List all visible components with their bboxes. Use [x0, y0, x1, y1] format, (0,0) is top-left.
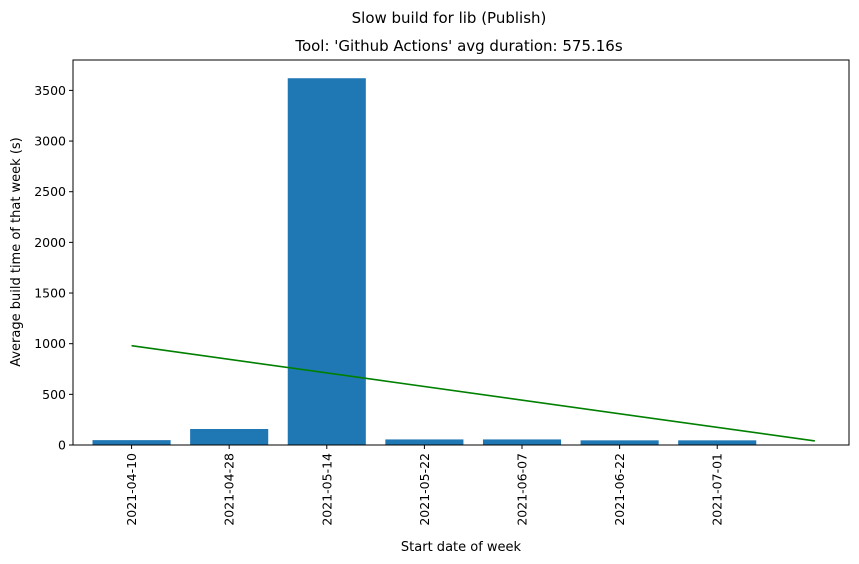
bar-2021-04-28	[190, 428, 269, 445]
chart-title: Tool: 'Github Actions' avg duration: 575…	[294, 37, 623, 55]
bar-2021-06-07	[482, 439, 562, 445]
x-axis: 2021-04-10 2021-04-28 2021-05-14 2021-05-22…	[124, 445, 725, 526]
y-tick-label-3500: 3500	[34, 83, 66, 98]
bar-2021-05-14	[287, 78, 366, 445]
y-tick-label-2000: 2000	[34, 235, 66, 250]
x-tick-label-2021-04-28: 2021-04-28	[222, 453, 237, 526]
bars-group	[92, 78, 757, 445]
x-tick-label-2021-05-14: 2021-05-14	[319, 453, 334, 526]
bar-2021-06-22	[580, 440, 659, 445]
bar-2021-05-22	[385, 439, 464, 445]
plot-area-frame	[72, 59, 850, 446]
bar-2021-07-01	[678, 440, 757, 445]
y-tick-label-1500: 1500	[34, 286, 66, 301]
y-axis-label: Average build time of that week (s)	[9, 137, 24, 367]
x-tick-label-2021-06-07: 2021-06-07	[515, 453, 530, 526]
x-tick-label-2021-07-01: 2021-07-01	[710, 453, 725, 526]
y-tick-label-0: 0	[58, 438, 66, 453]
y-tick-label-3000: 3000	[34, 134, 66, 149]
y-tick-label-1000: 1000	[34, 336, 66, 351]
y-tick-label-2500: 2500	[34, 184, 66, 199]
chart-suptitle: Slow build for lib (Publish)	[352, 9, 547, 27]
x-tick-label-2021-06-22: 2021-06-22	[612, 453, 627, 526]
y-tick-label-500: 500	[42, 387, 66, 402]
trend-line	[131, 344, 815, 442]
x-axis-label: Start date of week	[401, 540, 522, 555]
y-axis: 0 500 1000 1500 2000 2500 3000 3500	[34, 83, 73, 453]
trend-group	[131, 344, 815, 442]
bar-2021-04-10	[92, 440, 171, 445]
x-tick-label-2021-04-10: 2021-04-10	[124, 453, 139, 526]
x-tick-label-2021-05-22: 2021-05-22	[417, 453, 432, 526]
